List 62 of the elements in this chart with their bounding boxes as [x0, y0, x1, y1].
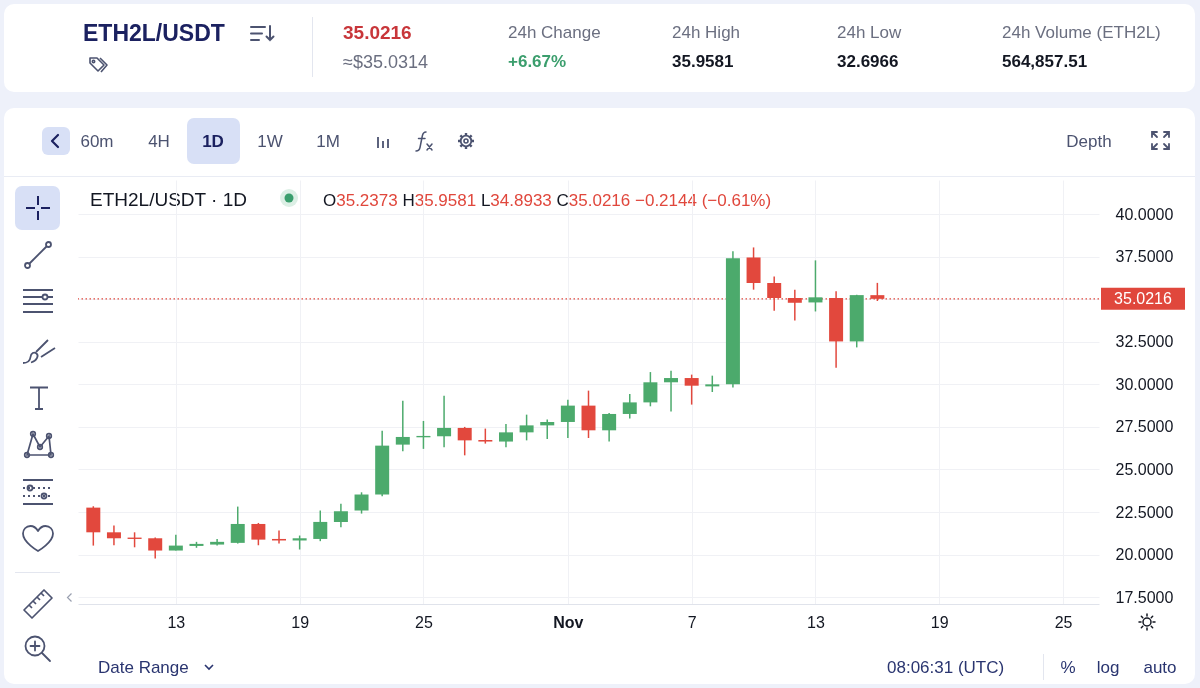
text: 35.0216 — [343, 21, 412, 43]
y-tick-label: 25.0000 — [1115, 460, 1174, 478]
text: Depth — [1066, 131, 1112, 151]
text: +6.67% — [508, 51, 567, 71]
y-tick-label: 27.5000 — [1115, 418, 1174, 436]
y-tick-label: 22.5000 — [1115, 503, 1174, 521]
candlestick — [622, 393, 637, 420]
y-tick-label: 40.0000 — [1115, 205, 1174, 223]
text: 35.9581 — [672, 51, 734, 71]
candlestick — [457, 426, 472, 457]
text: ETH2L/USDT — [83, 19, 225, 46]
x-tick-label: Nov — [553, 613, 584, 631]
candlestick — [395, 399, 410, 453]
text: 564,857.51 — [1002, 51, 1088, 71]
x-tick-label: 19 — [930, 613, 949, 631]
candlestick — [354, 491, 369, 515]
candlestick — [251, 522, 266, 546]
y-tick-label: 17.5000 — [1115, 588, 1174, 606]
candlestick — [168, 534, 183, 552]
candlestick — [313, 509, 328, 542]
candlestick — [870, 282, 885, 302]
candlestick — [664, 369, 679, 413]
candlestick — [230, 505, 245, 545]
text: ≈$35.0314 — [343, 52, 428, 72]
text: 08:06:31 (UTC) — [887, 657, 1005, 677]
y-tick-label: 32.5000 — [1115, 333, 1174, 351]
ref-line-label: 35.0216 — [1114, 289, 1173, 307]
text: 24h Low — [837, 22, 902, 42]
x-tick-label: 19 — [291, 613, 310, 631]
text: O35.2373 H35.9581 L34.8933 C35.0216 −0.2144 (−0.61%) — [323, 190, 772, 210]
x-tick-label: 13 — [807, 613, 825, 631]
y-tick-label: 20.0000 — [1115, 546, 1174, 564]
text: 24h Change — [508, 22, 601, 42]
text: Date Range — [98, 657, 189, 677]
text: log — [1096, 657, 1120, 677]
text: 24h High — [672, 22, 741, 42]
candlestick — [684, 373, 699, 406]
text: 60m — [80, 131, 114, 151]
candlestick — [560, 398, 575, 439]
candlestick — [437, 395, 452, 449]
candlestick — [602, 412, 617, 443]
x-tick-label: 13 — [167, 613, 186, 631]
text: 32.6966 — [837, 51, 899, 71]
candlestick — [106, 524, 121, 546]
x-tick-label: 7 — [687, 613, 697, 631]
text: auto — [1143, 657, 1177, 677]
candlestick — [519, 413, 534, 442]
text: % — [1060, 657, 1076, 677]
candlestick — [333, 503, 348, 528]
y-tick-label: 37.5000 — [1115, 248, 1174, 266]
chart-title: ETH2L/USDT · 1D — [90, 188, 247, 210]
text: 1W — [257, 131, 283, 151]
candlestick — [643, 371, 658, 408]
x-tick-label: 25 — [1054, 613, 1073, 631]
y-tick-label: 30.0000 — [1115, 375, 1174, 393]
text: 1D — [202, 131, 224, 151]
x-tick-label: 25 — [415, 613, 433, 631]
text: 24h Volume (ETH2L) — [1002, 22, 1161, 42]
candlestick — [808, 259, 823, 313]
text: 1M — [316, 131, 340, 151]
text: 4H — [148, 131, 170, 151]
candlestick — [498, 423, 513, 449]
